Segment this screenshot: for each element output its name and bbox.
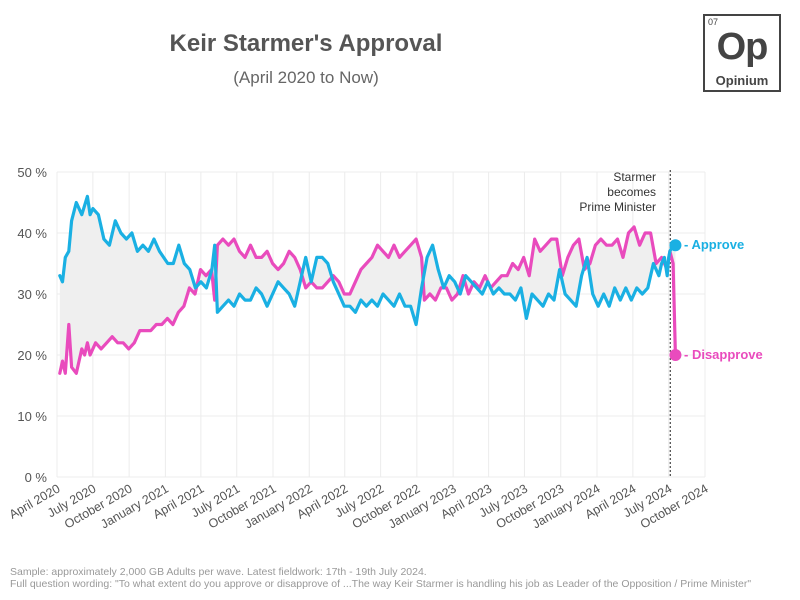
chart-title: Keir Starmer's Approval [169, 30, 443, 57]
y-tick-label: 0 % [25, 470, 48, 485]
disapprove-label-text: Disapprove [691, 347, 763, 362]
disapprove-line [58, 225, 677, 375]
footer-sample: Sample: approximately 2,000 GB Adults pe… [10, 566, 427, 578]
opinium-logo: 07 Op Opinium [703, 14, 781, 92]
footer-notes: Sample: approximately 2,000 GB Adults pe… [10, 566, 751, 590]
approve-end-marker [669, 239, 682, 252]
logo-name: Opinium [715, 73, 769, 88]
y-tick-label: 20 % [17, 348, 47, 363]
disapprove-end-marker [669, 349, 682, 361]
y-tick-label: 10 % [17, 409, 47, 424]
annotation-line-3: Prime Minister [579, 200, 656, 214]
approve-label-text: Approve [691, 237, 745, 252]
chart-subtitle: (April 2020 to Now) [233, 68, 379, 87]
y-tick-label: 40 % [17, 226, 47, 241]
annotation-line-1: Starmer [613, 170, 656, 184]
disapprove-end-label: - Disapprove [684, 347, 763, 362]
approve-line [58, 194, 677, 327]
logo-symbol: Op [716, 26, 769, 68]
footer-question: Full question wording: "To what extent d… [10, 578, 752, 590]
y-tick-label: 30 % [17, 287, 47, 302]
y-tick-label: 50 % [17, 165, 47, 180]
logo-number: 07 [708, 17, 719, 27]
approve-end-label: - Approve [684, 237, 745, 252]
pm-annotation: Starmer becomes Prime Minister [566, 170, 656, 215]
annotation-line-2: becomes [607, 185, 656, 199]
gap-shading [59, 196, 676, 374]
